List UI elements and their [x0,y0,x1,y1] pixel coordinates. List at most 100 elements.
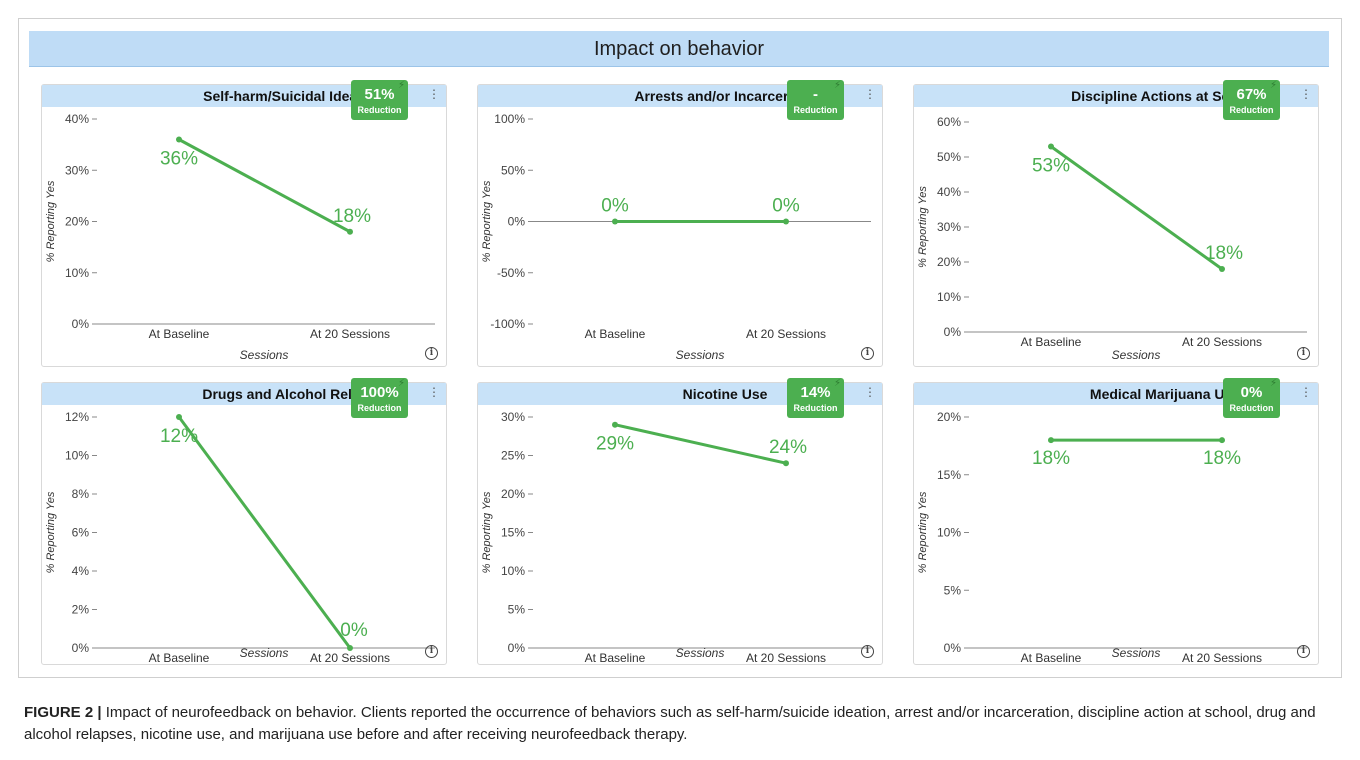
y-tick-label: 5% [508,603,526,617]
x-axis-label: Sessions [676,348,725,362]
y-tick-label: 30% [937,220,961,234]
vertical-dots-icon[interactable]: ⋮ [864,385,876,399]
data-point[interactable] [612,421,618,428]
x-axis-label: Sessions [240,348,289,362]
line-chart-nicotine-use: 0% 5% 10% 15% 20% 25% 30% % Reporting Yes At Bas… [481,410,871,665]
y-axis-label: % Reporting Yes [45,180,57,262]
data-point[interactable] [783,460,789,467]
x-tick-label: At 20 Sessions [310,327,390,341]
line-chart-drugs-and-alcohol-relapses: 0% 2% 4% 6% 8% 10% 12% % Reporting Yes At Baseli… [45,410,435,665]
data-label: 0% [340,620,368,641]
data-label: 0% [772,196,800,217]
y-tick-label: 0% [944,325,962,339]
series-line [1050,145,1223,271]
info-icon[interactable]: i [1297,347,1310,360]
chart-title: Medical Marijuana Use [1089,386,1241,402]
x-axis-label: Sessions [1112,646,1161,660]
vertical-dots-icon[interactable]: ⋮ [1300,87,1312,101]
dashboard-frame: Impact on behavior 0% 10% 20% 30% 40% % Repor… [18,18,1342,678]
reduction-badge: 100% Reduction ⚡ [351,378,408,418]
line-chart-discipline-actions-at-school: 0% 10% 20% 30% 40% 50% 60% % Reporting Yes At Ba… [917,115,1307,362]
y-tick-label: -100% [490,317,525,331]
data-point[interactable] [1219,266,1225,272]
chart-title: Self-harm/Suicidal Ideation [203,88,383,104]
chart-header [42,383,446,405]
figure-caption: FIGURE 2 | Impact of neurofeedback on be… [24,702,1334,746]
reduction-badge: 51% Reduction ⚡ [351,80,408,120]
data-point[interactable] [612,218,618,225]
vertical-dots-icon[interactable]: ⋮ [428,385,440,399]
info-icon[interactable]: i [861,347,874,360]
data-point[interactable] [1048,437,1054,444]
x-tick-label: At 20 Sessions [746,651,826,665]
line-chart-arrests-and-or-incarcerations: -100% -50% 0% 50% 100% % Reporting Yes At Base… [481,112,871,362]
info-icon[interactable]: i [861,645,874,658]
series-line [178,138,351,234]
x-axis-label: Sessions [1112,348,1161,362]
x-tick-label: At Baseline [585,651,646,665]
data-point[interactable] [347,645,353,651]
bolt-icon: ⚡ [397,378,405,389]
y-tick-label: 2% [72,603,90,617]
reduction-value: 67% [1236,86,1267,103]
data-label: 18% [1203,448,1241,469]
reduction-badge: 0% Reduction ⚡ [1223,378,1280,418]
info-icon[interactable]: i [1297,645,1310,658]
y-tick-label: 100% [494,112,525,126]
line-chart-medical-marijuana-use: 0% 5% 10% 15% 20% % Reporting Yes At Baseline A… [917,410,1307,665]
line-chart-self-harm-suicidal-ideation: 0% 10% 20% 30% 40% % Reporting Yes At Baseline… [45,112,435,362]
reduction-label: Reduction [793,105,838,115]
data-point[interactable] [176,136,182,143]
chart-title: Discipline Actions at School [1071,88,1259,104]
y-tick-label: 0% [72,641,90,655]
reduction-badge: - Reduction ⚡ [787,80,844,120]
vertical-dots-icon[interactable]: ⋮ [1300,385,1312,399]
reduction-badge: 67% Reduction ⚡ [1223,80,1280,120]
chart-header [42,85,446,107]
reduction-label: Reduction [357,403,402,413]
data-point[interactable] [783,218,789,225]
chart-header [914,383,1318,405]
info-icon[interactable]: i [425,645,438,658]
figure-caption-text: Impact of neurofeedback on behavior. Cli… [24,704,1316,743]
data-label: 24% [769,437,807,458]
reduction-badge: 14% Reduction ⚡ [787,378,844,418]
data-point[interactable] [347,228,353,235]
vertical-dots-icon[interactable]: ⋮ [864,87,876,101]
y-tick-label: 15% [501,526,525,540]
x-tick-label: At 20 Sessions [310,651,390,665]
chart-panel-nicotine-use: 0% 5% 10% 15% 20% 25% 30% % Reporting Yes At Bas… [477,378,883,665]
reduction-value: - [813,86,818,103]
data-point[interactable] [176,414,182,420]
data-label: 36% [160,149,198,170]
info-icon[interactable]: i [425,347,438,360]
data-point[interactable] [1048,143,1054,150]
reduction-label: Reduction [1229,403,1274,413]
reduction-value: 51% [364,86,395,103]
data-point[interactable] [1219,437,1225,444]
data-label: 18% [333,206,371,227]
chart-header [478,383,882,405]
y-tick-label: 5% [944,583,962,597]
data-label: 18% [1205,243,1243,264]
data-label: 18% [1032,448,1070,469]
reduction-value: 100% [360,384,399,401]
reduction-label: Reduction [357,105,402,115]
y-tick-label: 0% [72,317,90,331]
y-tick-label: 6% [72,526,90,540]
chart-panel-drugs-and-alcohol-relapses: 0% 2% 4% 6% 8% 10% 12% % Reporting Yes At Baseli… [41,378,447,665]
x-tick-label: At 20 Sessions [1182,651,1262,665]
chart-panel-self-harm-suicidal-ideation: 0% 10% 20% 30% 40% % Reporting Yes At Baseline… [41,80,447,367]
reduction-label: Reduction [1229,105,1274,115]
vertical-dots-icon[interactable]: ⋮ [428,87,440,101]
y-tick-label: 60% [937,115,961,129]
bolt-icon: ⚡ [1269,80,1277,91]
chart-title: Nicotine Use [682,386,768,402]
chart-panel-discipline-actions-at-school: 0% 10% 20% 30% 40% 50% 60% % Reporting Yes At Ba… [913,80,1319,367]
series-line [177,416,352,649]
reduction-value: 0% [1240,384,1263,401]
y-axis-label: % Reporting Yes [917,186,929,268]
x-tick-label: At 20 Sessions [1182,335,1262,349]
bolt-icon: ⚡ [833,378,841,389]
reduction-label: Reduction [793,403,838,413]
